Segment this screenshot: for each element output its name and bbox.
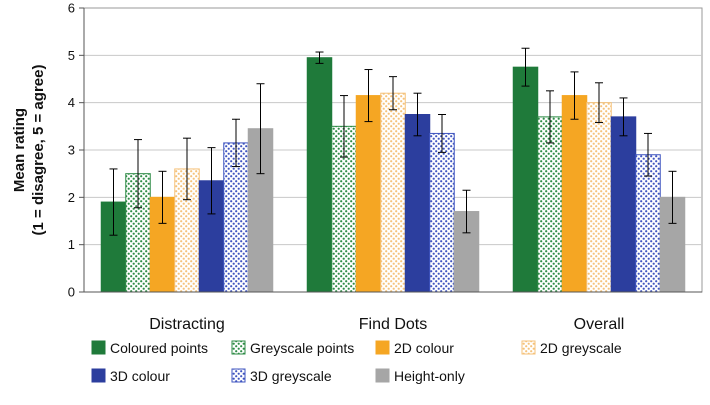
legend-swatch <box>231 340 246 355</box>
x-category-label: Overall <box>574 316 625 333</box>
legend-label: Coloured points <box>110 340 208 356</box>
legend: Coloured points Greyscale points 2D colour… <box>91 340 622 384</box>
legend-swatch <box>91 368 106 383</box>
axes <box>79 7 702 293</box>
y-axis-title: Mean rating <box>11 108 28 192</box>
bar <box>512 66 539 293</box>
bar <box>429 132 455 293</box>
bar <box>306 57 333 293</box>
y-tick-label: 6 <box>68 1 75 16</box>
legend-label: 3D colour <box>110 368 170 384</box>
legend-swatch <box>375 340 390 355</box>
bar <box>355 95 382 293</box>
y-tick-label: 2 <box>68 190 75 205</box>
x-category-label: Find Dots <box>359 316 427 333</box>
y-tick-label: 4 <box>68 95 75 110</box>
bar <box>537 116 563 293</box>
legend-label: 2D greyscale <box>540 340 622 356</box>
y-tick-label: 5 <box>68 48 75 63</box>
error-bars-group <box>109 47 677 236</box>
legend-swatch <box>231 368 246 383</box>
y-tick-labels: 0 1 2 3 4 5 6 <box>68 1 75 300</box>
legend-swatch <box>375 368 390 383</box>
bar <box>586 102 612 293</box>
legend-label: Height-only <box>394 368 465 384</box>
legend-label: 2D colour <box>394 340 454 356</box>
legend-swatch <box>521 340 536 355</box>
bar <box>610 116 637 293</box>
bar <box>380 92 406 293</box>
bar <box>404 114 431 293</box>
legend-swatch <box>91 340 106 355</box>
y-tick-label: 3 <box>68 143 75 158</box>
x-category-label: Distracting <box>149 316 225 333</box>
bar <box>561 95 588 293</box>
legend-label: Greyscale points <box>250 340 354 356</box>
legend-label: 3D greyscale <box>250 368 332 384</box>
y-axis-title-line2: (1 = disagree, 5 = agree) <box>30 65 47 236</box>
y-tick-label: 0 <box>68 285 75 300</box>
bars-group <box>100 57 686 293</box>
x-category-labels: Distracting Find Dots Overall <box>149 316 624 333</box>
y-tick-label: 1 <box>68 237 75 252</box>
